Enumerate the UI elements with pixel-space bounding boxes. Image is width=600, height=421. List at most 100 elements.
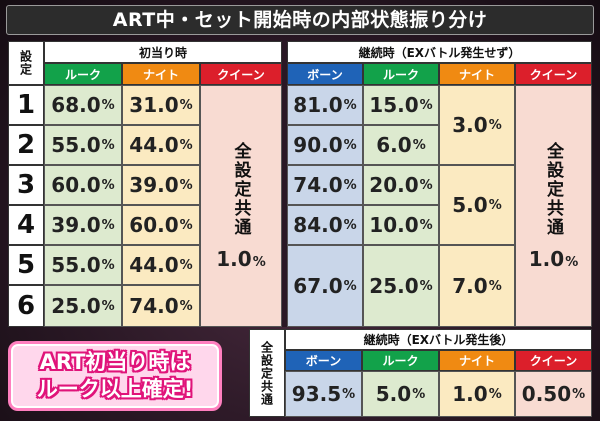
first-hit-header: 初当り時	[44, 41, 282, 63]
fh-rook-6: 25.0%	[44, 285, 122, 327]
ct-rook-3-value: 20.0	[369, 173, 419, 197]
pct-unit: %	[101, 257, 115, 273]
ct-pawn-2-value: 90.0	[293, 133, 343, 157]
promo-line-2: ルーク以上確定!	[36, 377, 194, 401]
pct-unit: %	[488, 278, 502, 294]
fh-rook-3: 60.0%	[44, 165, 122, 205]
ex-side-label: 全設定共通	[249, 329, 285, 417]
pct-unit: %	[343, 177, 357, 193]
pct-unit: %	[419, 278, 433, 294]
promo-line-1: ART初当り時は	[39, 350, 191, 374]
fh-knight-3: 39.0%	[122, 165, 200, 205]
ct-col-knight: ナイト	[439, 63, 515, 85]
ct-knight-12: 3.0%	[439, 85, 515, 165]
fh-col-rook: ルーク	[44, 63, 122, 85]
setting-header: 設定	[8, 41, 44, 85]
ct-pawn-4: 84.0%	[287, 205, 363, 245]
ct-rook-56-value: 25.0	[369, 274, 419, 298]
pct-unit: %	[412, 137, 426, 153]
fh-col-knight: ナイト	[122, 63, 200, 85]
fh-knight-2: 44.0%	[122, 125, 200, 165]
pct-unit: %	[419, 97, 433, 113]
pct-unit: %	[179, 137, 193, 153]
ex-knight-value: 1.0	[452, 382, 488, 406]
ct-col-queen: クイーン	[515, 63, 592, 85]
ct-queen-common: 全設定共通 1.0%	[515, 85, 592, 327]
ct-pawn-4-value: 84.0	[293, 213, 343, 237]
promo-banner: ART初当り時は ルーク以上確定!	[8, 341, 222, 411]
ex-battle-header: 継続時（EXバトル発生後）	[285, 329, 592, 350]
ct-pawn-1: 81.0%	[287, 85, 363, 125]
pct-unit: %	[565, 254, 579, 270]
pct-unit: %	[101, 217, 115, 233]
fh-knight-2-value: 44.0	[129, 133, 179, 157]
pct-unit: %	[419, 217, 433, 233]
ct-col-rook: ルーク	[363, 63, 439, 85]
ex-knight: 1.0%	[439, 371, 515, 417]
fh-queen-common-label: 全設定共通	[230, 141, 251, 237]
pct-unit: %	[252, 254, 266, 270]
fh-knight-6: 74.0%	[122, 285, 200, 327]
ct-pawn-1-value: 81.0	[293, 93, 343, 117]
setting-1: 1	[8, 85, 44, 125]
ct-queen-common-label: 全設定共通	[543, 141, 563, 237]
ex-rook-value: 5.0	[375, 382, 412, 406]
ct-knight-56: 7.0%	[439, 245, 515, 327]
pct-unit: %	[179, 217, 193, 233]
fh-col-queen: クイーン	[200, 63, 282, 85]
ct-pawn-56: 67.0%	[287, 245, 363, 327]
fh-rook-2-value: 55.0	[51, 133, 101, 157]
ct-rook-4: 10.0%	[363, 205, 439, 245]
fh-rook-4-value: 39.0	[51, 213, 101, 237]
ct-pawn-56-value: 67.0	[293, 274, 343, 298]
ct-queen-common-value: 1.0%	[529, 247, 578, 271]
ct-rook-2: 6.0%	[363, 125, 439, 165]
ct-knight-56-value: 7.0	[452, 274, 488, 298]
ex-col-pawn: ボーン	[285, 350, 362, 371]
pct-unit: %	[343, 217, 357, 233]
fh-rook-5: 55.0%	[44, 245, 122, 285]
fh-rook-3-value: 60.0	[51, 173, 101, 197]
pct-unit: %	[488, 117, 502, 133]
ct-rook-56: 25.0%	[363, 245, 439, 327]
ex-rook: 5.0%	[362, 371, 439, 417]
pct-unit: %	[572, 386, 586, 402]
pct-unit: %	[179, 298, 193, 314]
setting-header-text: 設定	[18, 50, 33, 76]
fh-rook-6-value: 25.0	[51, 294, 101, 318]
fh-knight-1-value: 31.0	[129, 93, 179, 117]
pct-unit: %	[343, 97, 357, 113]
fh-rook-2: 55.0%	[44, 125, 122, 165]
fh-knight-6-value: 74.0	[129, 294, 179, 318]
ex-col-knight: ナイト	[439, 350, 515, 371]
ct-knight-12-value: 3.0	[452, 113, 488, 137]
pct-unit: %	[101, 298, 115, 314]
ex-pawn: 93.5%	[285, 371, 362, 417]
pct-unit: %	[179, 97, 193, 113]
fh-knight-1: 31.0%	[122, 85, 200, 125]
setting-4: 4	[8, 205, 44, 245]
ct-rook-1-value: 15.0	[369, 93, 419, 117]
ct-knight-34-value: 5.0	[452, 193, 488, 217]
ct-pawn-2: 90.0%	[287, 125, 363, 165]
fh-knight-3-value: 39.0	[129, 173, 179, 197]
ct-pawn-3-value: 74.0	[293, 173, 343, 197]
ct-rook-1: 15.0%	[363, 85, 439, 125]
ex-queen-value: 0.50	[521, 382, 572, 406]
ct-rook-4-value: 10.0	[369, 213, 419, 237]
fh-rook-1: 68.0%	[44, 85, 122, 125]
ct-queen-value: 1.0	[528, 246, 565, 271]
fh-queen-value: 1.0	[216, 246, 252, 271]
continuation-header: 継続時（EXバトル発生せず）	[287, 41, 592, 63]
fh-knight-5: 44.0%	[122, 245, 200, 285]
pct-unit: %	[179, 177, 193, 193]
pct-unit: %	[101, 137, 115, 153]
pct-unit: %	[412, 386, 426, 402]
pct-unit: %	[101, 97, 115, 113]
pct-unit: %	[488, 197, 502, 213]
ex-col-rook: ルーク	[362, 350, 439, 371]
ct-pawn-3: 74.0%	[287, 165, 363, 205]
setting-6: 6	[8, 285, 44, 327]
fh-knight-5-value: 44.0	[129, 253, 179, 277]
